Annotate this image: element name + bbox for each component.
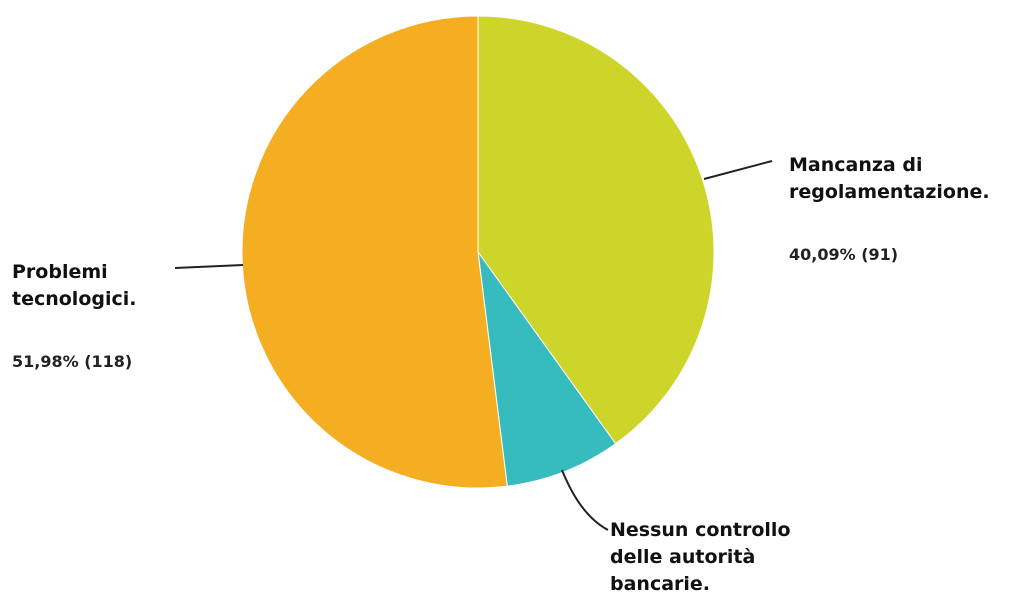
leader-line-problemi-tecnologici xyxy=(174,264,244,269)
pie-slice-regolamentazione xyxy=(477,15,715,445)
slice-label-controllo-bancario: bancarie. xyxy=(610,573,710,595)
pie-slice-problemi-tecnologici xyxy=(241,15,508,489)
slice-label-problemi-tecnologici: Problemi xyxy=(12,261,108,283)
leader-lines xyxy=(174,160,773,531)
slice-label-problemi-tecnologici: tecnologici. xyxy=(12,288,136,310)
slice-label-controllo-bancario: delle autorità xyxy=(610,546,755,568)
slice-label-regolamentazione: Mancanza di xyxy=(789,154,922,176)
slice-label-regolamentazione: regolamentazione. xyxy=(789,181,990,203)
slice-labels: Mancanza di regolamentazione. 40,09% (91) N… xyxy=(12,154,990,595)
slice-value-problemi-tecnologici: 51,98% (118) xyxy=(12,352,132,371)
slice-value-regolamentazione: 40,09% (91) xyxy=(789,245,898,264)
leader-line-regolamentazione xyxy=(703,160,773,180)
pie-slices xyxy=(241,15,715,489)
leader-line-controllo-bancario xyxy=(561,469,609,531)
slice-label-controllo-bancario: Nessun controllo xyxy=(610,519,791,541)
pie-slice-controllo-bancario xyxy=(477,251,617,487)
